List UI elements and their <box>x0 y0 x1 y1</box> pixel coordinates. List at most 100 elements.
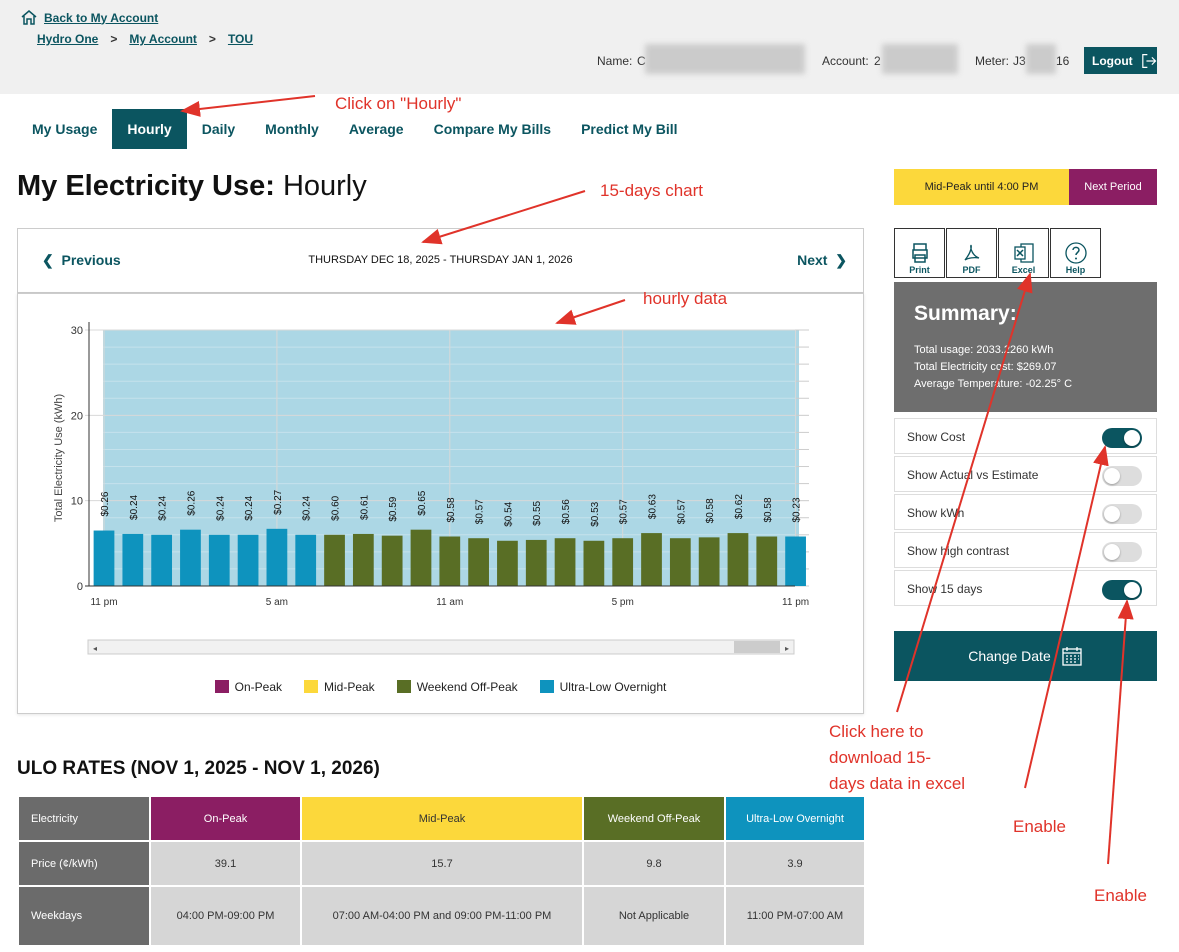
account-label: Account: <box>822 54 869 68</box>
breadcrumb-tou[interactable]: TOU <box>227 32 254 46</box>
pdf-button[interactable]: PDF <box>946 228 997 278</box>
chart-data-label: $0.56 <box>561 499 572 524</box>
annotation-enable-2: Enable <box>1094 886 1147 905</box>
chart-bar <box>612 538 634 586</box>
chart-y-tick-label: 20 <box>71 410 83 422</box>
help-label: Help <box>1065 265 1086 275</box>
annotation-download-line3: days data in excel <box>829 774 966 793</box>
excel-button[interactable]: Excel <box>998 228 1049 278</box>
chart-scrollbar-track <box>87 639 795 655</box>
change-date-button[interactable]: Change Date <box>894 631 1157 681</box>
logout-button[interactable]: Logout <box>1084 47 1157 74</box>
chart-y-tick-label: 30 <box>71 325 83 337</box>
chart-data-label: $0.24 <box>215 495 226 520</box>
show-cost-toggle[interactable] <box>1102 428 1142 448</box>
legend-weekend-off-peak[interactable]: Weekend Off-Peak <box>396 680 518 694</box>
chart-data-label: $0.53 <box>590 501 601 526</box>
tab-monthly[interactable]: Monthly <box>265 121 319 137</box>
annotation-download-line1: Click here to <box>829 722 924 741</box>
ulo-rates-table: Electricity On-Peak Mid-Peak Weekend Off… <box>17 795 866 947</box>
chart-bar <box>237 534 259 586</box>
display-toggles: Show Cost Show Actual vs Estimate Show k… <box>894 418 1157 608</box>
scroll-right-arrow-icon: ▸ <box>785 644 789 653</box>
meter-value-prefix: J3 <box>1013 54 1026 68</box>
chart-data-label: $0.26 <box>100 491 111 516</box>
table-cell: 04:00 PM-09:00 PM <box>151 887 300 945</box>
summary-avg-temperature: Average Temperature: -02.25° C <box>914 378 1073 390</box>
chart-data-label: $0.24 <box>302 495 313 520</box>
annotation-15-days-chart: 15-days chart <box>600 181 703 200</box>
toggle-label: Show 15 days <box>907 582 983 596</box>
help-button[interactable]: Help <box>1050 228 1101 278</box>
chart-bar <box>641 533 662 586</box>
page-title: My Electricity Use: Hourly <box>17 170 367 203</box>
breadcrumb-hydro-one[interactable]: Hydro One <box>37 32 99 46</box>
chart-bar <box>785 536 806 586</box>
show-15-days-toggle[interactable] <box>1102 580 1142 600</box>
chart-bar <box>698 537 720 586</box>
tab-predict-my-bill[interactable]: Predict My Bill <box>581 121 678 137</box>
previous-button[interactable]: ❮ Previous <box>42 252 121 269</box>
chart-bar <box>439 536 461 586</box>
toggle-row-show-high-contrast: Show high contrast <box>894 532 1157 568</box>
chart-bar <box>324 534 345 586</box>
print-button[interactable]: Print <box>894 228 945 278</box>
table-cell: 39.1 <box>151 842 300 885</box>
chart-data-label: $0.65 <box>417 490 428 515</box>
chart-data-label: $0.27 <box>273 489 284 514</box>
chevron-right-icon: ❯ <box>835 252 847 268</box>
redacted-meter <box>1026 44 1056 74</box>
printer-icon <box>911 243 928 263</box>
chart-data-label: $0.54 <box>503 501 514 526</box>
back-to-account-label: Back to My Account <box>44 10 159 25</box>
toggle-label: Show Cost <box>907 430 966 444</box>
legend-swatch <box>304 680 318 693</box>
chart-bar <box>497 540 518 586</box>
table-row: Price (¢/kWh) 39.1 15.7 9.8 3.9 <box>19 842 864 885</box>
pdf-label: PDF <box>962 265 981 275</box>
table-cell: Price (¢/kWh) <box>19 842 149 885</box>
chart-legend: On-Peak Mid-Peak Weekend Off-Peak Ultra-… <box>18 680 863 694</box>
scroll-left-arrow-icon: ◂ <box>93 644 97 653</box>
breadcrumb-my-account[interactable]: My Account <box>129 32 197 46</box>
next-button[interactable]: Next ❯ <box>797 252 847 269</box>
tab-compare-my-bills[interactable]: Compare My Bills <box>433 121 552 137</box>
tab-average[interactable]: Average <box>348 121 404 137</box>
show-actual-vs-estimate-toggle[interactable] <box>1102 466 1142 486</box>
chart-data-label: $0.58 <box>446 497 457 522</box>
back-to-account-link[interactable]: Back to My Account <box>20 9 158 26</box>
table-header-weekend-off-peak: Weekend Off-Peak <box>584 797 724 840</box>
chart-bar <box>122 533 144 586</box>
page-title-rest: Hourly <box>282 170 367 202</box>
table-cell: 11:00 PM-07:00 AM <box>726 887 864 945</box>
toggle-row-show-kwh: Show kWh <box>894 494 1157 530</box>
legend-ultra-low-overnight[interactable]: Ultra-Low Overnight <box>539 680 666 694</box>
show-high-contrast-toggle[interactable] <box>1102 542 1142 562</box>
account-value: 2 <box>874 54 881 68</box>
legend-mid-peak[interactable]: Mid-Peak <box>304 680 375 694</box>
table-cell: 07:00 AM-04:00 PM and 09:00 PM-11:00 PM <box>302 887 582 945</box>
annotation-hourly-data: hourly data <box>643 289 728 308</box>
legend-label: On-Peak <box>234 680 282 694</box>
toggle-knob <box>1104 468 1120 484</box>
breadcrumb-separator: > <box>208 32 216 46</box>
annotation-enable-1: Enable <box>1013 817 1066 836</box>
toggle-label: Show Actual vs Estimate <box>907 468 1039 482</box>
legend-on-peak[interactable]: On-Peak <box>214 680 282 694</box>
toggle-knob <box>1124 430 1140 446</box>
show-kwh-toggle[interactable] <box>1102 504 1142 524</box>
current-period-bar: Mid-Peak until 4:00 PM Next Period <box>894 169 1157 205</box>
table-cell: Not Applicable <box>584 887 724 945</box>
pdf-icon <box>963 244 979 261</box>
tab-daily[interactable]: Daily <box>201 121 236 137</box>
change-date-label: Change Date <box>968 648 1051 664</box>
chart-x-tick-label: 11 pm <box>782 597 809 608</box>
table-header-electricity: Electricity <box>19 797 149 840</box>
annotation-click-hourly: Click on "Hourly" <box>335 94 462 113</box>
tab-my-usage[interactable]: My Usage <box>32 121 98 137</box>
tab-hourly[interactable]: Hourly <box>112 109 187 149</box>
table-cell: 3.9 <box>726 842 864 885</box>
chart-data-label: $0.57 <box>619 499 630 524</box>
chart-x-tick-label: 11 am <box>436 597 463 608</box>
next-period-button[interactable]: Next Period <box>1069 169 1157 205</box>
